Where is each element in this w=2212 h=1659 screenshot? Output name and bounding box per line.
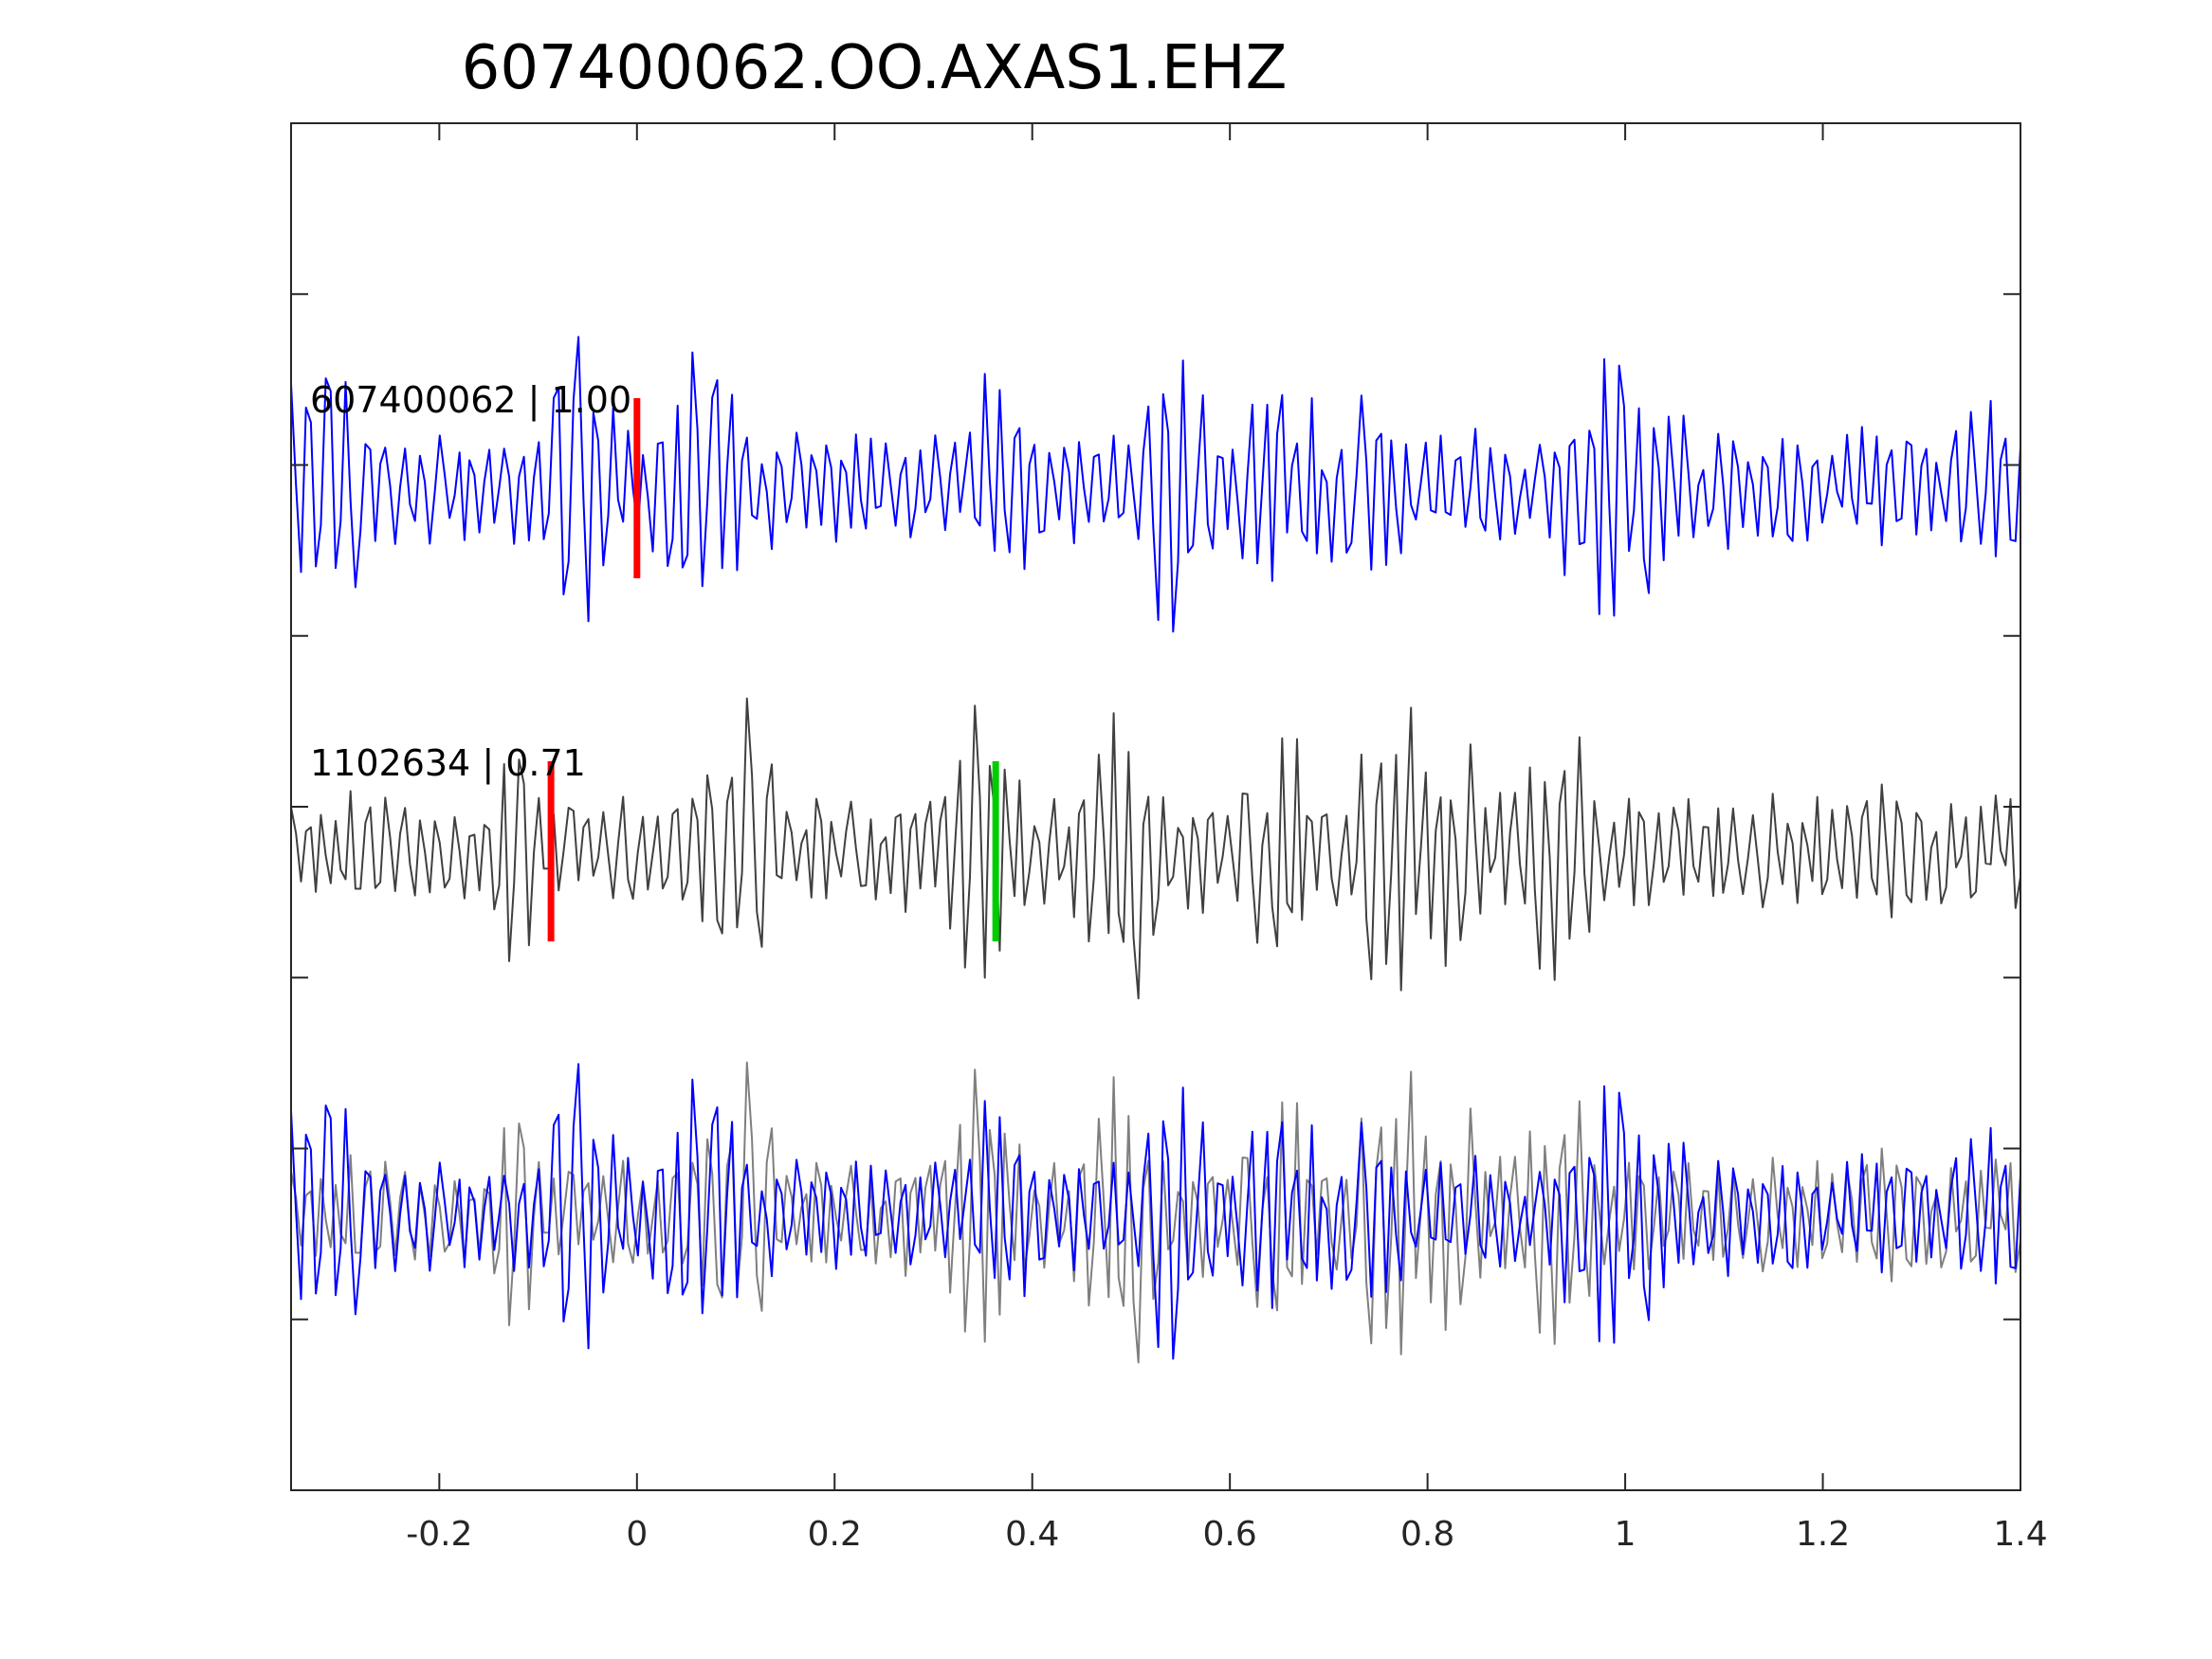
- ticks-layer: -0.2 0 0.2 0.4 0.6 0.8 1 1.2 1.4: [291, 123, 2048, 1554]
- picks-layer: [547, 398, 999, 941]
- match-waveform: [290, 697, 2021, 1000]
- trace-labels-layer: 607400062 | 1.00 1102634 | 0.71: [310, 379, 631, 785]
- trace-label-1: 607400062 | 1.00: [310, 379, 631, 422]
- x-tick-label: 1.2: [1796, 1515, 1850, 1554]
- x-tick-label: 0.6: [1203, 1515, 1257, 1554]
- x-tick-label: 0.4: [1005, 1515, 1059, 1554]
- trace-label-2: 1102634 | 0.71: [310, 742, 586, 785]
- x-tick-label: 0.8: [1400, 1515, 1454, 1554]
- chart-title: 607400062.OO.AXAS1.EHZ: [462, 33, 1288, 103]
- x-tick-label: 0: [626, 1515, 648, 1554]
- template-waveform: [290, 336, 2021, 633]
- x-tick-label: 1.4: [1993, 1515, 2047, 1554]
- overlay-template-waveform: [290, 1063, 2021, 1360]
- traces-layer: [290, 336, 2021, 1364]
- x-tick-label: 0.2: [808, 1515, 862, 1554]
- x-tick-label: 1: [1615, 1515, 1636, 1554]
- x-tick-label: -0.2: [406, 1515, 472, 1554]
